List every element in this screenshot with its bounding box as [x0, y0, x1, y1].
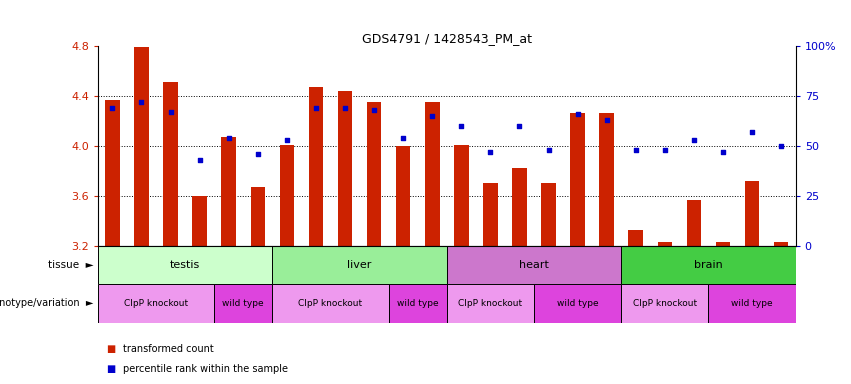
Text: ■: ■	[106, 364, 116, 374]
Bar	[396, 146, 410, 246]
Point	[251, 151, 265, 157]
Bar	[98, 246, 272, 284]
Bar	[272, 246, 447, 284]
Bar	[163, 82, 178, 246]
Text: brain: brain	[694, 260, 722, 270]
Bar	[621, 246, 796, 284]
Point	[426, 113, 439, 119]
Point	[658, 147, 671, 153]
Bar	[709, 284, 796, 323]
Bar	[621, 284, 708, 323]
Bar	[447, 246, 621, 284]
Point	[687, 137, 700, 143]
Bar	[447, 284, 534, 323]
Bar	[534, 284, 621, 323]
Point	[629, 147, 643, 153]
Text: genotype/variation  ►: genotype/variation ►	[0, 298, 94, 308]
Bar	[272, 284, 389, 323]
Point	[163, 109, 177, 115]
Point	[542, 147, 556, 153]
Text: wild type: wild type	[222, 299, 264, 308]
Bar	[134, 47, 149, 246]
Bar	[338, 91, 352, 246]
Bar	[425, 102, 439, 246]
Text: ClpP knockout: ClpP knockout	[633, 299, 697, 308]
Text: heart: heart	[519, 260, 549, 270]
Text: tissue  ►: tissue ►	[48, 260, 94, 270]
Text: liver: liver	[347, 260, 372, 270]
Bar	[250, 187, 265, 246]
Bar	[221, 137, 236, 246]
Bar	[106, 100, 120, 246]
Text: percentile rank within the sample: percentile rank within the sample	[123, 364, 288, 374]
Bar	[214, 284, 272, 323]
Point	[280, 137, 294, 143]
Text: transformed count: transformed count	[123, 344, 214, 354]
Bar	[658, 242, 672, 246]
Title: GDS4791 / 1428543_PM_at: GDS4791 / 1428543_PM_at	[362, 32, 532, 45]
Point	[368, 107, 381, 113]
Bar	[541, 184, 556, 246]
Bar	[774, 242, 788, 246]
Text: wild type: wild type	[397, 299, 438, 308]
Bar	[629, 230, 643, 246]
Bar	[687, 200, 701, 246]
Point	[338, 105, 351, 111]
Point	[600, 117, 614, 123]
Bar	[280, 145, 294, 246]
Bar	[570, 114, 585, 246]
Text: ClpP knockout: ClpP knockout	[124, 299, 188, 308]
Bar	[367, 102, 381, 246]
Bar	[599, 114, 614, 246]
Point	[222, 135, 236, 141]
Bar	[389, 284, 447, 323]
Bar	[192, 196, 207, 246]
Point	[717, 149, 730, 155]
Point	[397, 135, 410, 141]
Text: testis: testis	[170, 260, 200, 270]
Point	[483, 149, 497, 155]
Text: ■: ■	[106, 344, 116, 354]
Point	[134, 99, 148, 105]
Point	[745, 129, 759, 135]
Bar	[483, 184, 498, 246]
Text: ClpP knockout: ClpP knockout	[299, 299, 363, 308]
Bar	[745, 181, 759, 246]
Point	[454, 123, 468, 129]
Point	[571, 111, 585, 117]
Point	[512, 123, 526, 129]
Bar	[716, 242, 730, 246]
Point	[309, 105, 323, 111]
Bar	[98, 284, 214, 323]
Point	[193, 157, 207, 163]
Text: wild type: wild type	[731, 299, 773, 308]
Bar	[454, 145, 469, 246]
Point	[106, 105, 119, 111]
Text: wild type: wild type	[557, 299, 598, 308]
Text: ClpP knockout: ClpP knockout	[459, 299, 523, 308]
Bar	[309, 87, 323, 246]
Bar	[512, 169, 527, 246]
Point	[774, 143, 788, 149]
